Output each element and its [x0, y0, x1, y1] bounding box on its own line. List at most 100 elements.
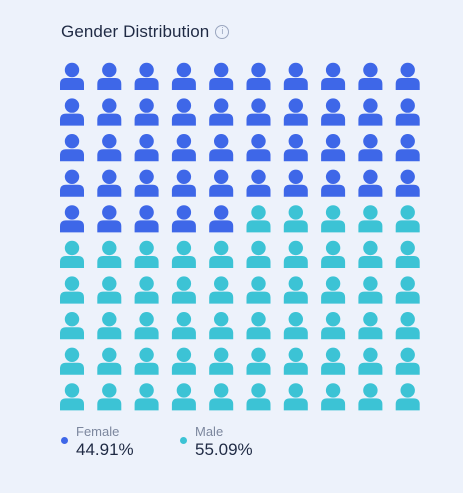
- person-icon-female: [134, 62, 159, 90]
- person-icon-male: [246, 276, 271, 304]
- person-icon-female: [358, 134, 383, 162]
- person-icon-male: [283, 312, 308, 340]
- person-icon-male: [60, 240, 84, 268]
- person-icon-male: [60, 312, 84, 340]
- person-icon-female: [395, 169, 420, 197]
- person-icon-male: [246, 383, 271, 411]
- person-icon-female: [209, 62, 234, 90]
- person-icon-female: [134, 169, 159, 197]
- person-icon-male: [171, 240, 196, 268]
- person-icon-male: [97, 240, 122, 268]
- person-icon-female: [395, 98, 420, 126]
- person-icon-male: [209, 312, 234, 340]
- person-icon-male: [358, 383, 383, 411]
- male-dot: [180, 437, 187, 444]
- person-icon-male: [209, 276, 234, 304]
- person-icon-male: [395, 240, 420, 268]
- person-icon-male: [358, 240, 383, 268]
- person-icon-female: [395, 62, 420, 90]
- person-icon-male: [134, 312, 159, 340]
- person-icon-female: [171, 169, 196, 197]
- person-icon-male: [171, 347, 196, 375]
- person-icon-female: [209, 205, 234, 233]
- person-icon-female: [246, 98, 271, 126]
- person-icon-male: [171, 383, 196, 411]
- person-icon-female: [209, 98, 234, 126]
- person-icon-female: [97, 205, 122, 233]
- person-icon-female: [246, 169, 271, 197]
- person-icon-male: [134, 347, 159, 375]
- title-row: Gender Distribution i: [61, 22, 230, 42]
- person-icon-female: [358, 62, 383, 90]
- person-icon-female: [246, 62, 271, 90]
- person-icon-male: [358, 347, 383, 375]
- person-icon-male: [134, 383, 159, 411]
- person-icon-male: [358, 276, 383, 304]
- person-icon-male: [395, 347, 420, 375]
- person-icon-male: [321, 312, 346, 340]
- person-icon-male: [321, 347, 346, 375]
- person-icon-female: [321, 98, 346, 126]
- person-icon-female: [60, 98, 84, 126]
- person-icon-male: [395, 276, 420, 304]
- person-icon-female: [321, 169, 346, 197]
- info-icon[interactable]: i: [215, 25, 230, 39]
- person-icon-male: [97, 312, 122, 340]
- person-icon-male: [246, 347, 271, 375]
- person-icon-female: [358, 169, 383, 197]
- person-icon-female: [171, 205, 196, 233]
- person-icon-male: [60, 347, 84, 375]
- person-icon-male: [283, 383, 308, 411]
- person-icon-male: [60, 383, 84, 411]
- person-icon-female: [97, 98, 122, 126]
- person-icon-female: [134, 205, 159, 233]
- chart-title: Gender Distribution: [61, 22, 210, 41]
- person-icon-female: [283, 134, 308, 162]
- person-icon-male: [246, 312, 271, 340]
- person-icon-male: [97, 276, 122, 304]
- person-icon-male: [283, 276, 308, 304]
- person-icon-male: [321, 205, 346, 233]
- person-icon-female: [134, 98, 159, 126]
- person-icon-male: [134, 276, 159, 304]
- person-icon-female: [321, 62, 346, 90]
- person-icon-female: [209, 134, 234, 162]
- person-icon-female: [283, 169, 308, 197]
- person-icon-male: [358, 312, 383, 340]
- legend-label-male: Male: [195, 424, 224, 439]
- waffle-grid: [60, 62, 420, 411]
- person-icon-male: [171, 312, 196, 340]
- person-icon-female: [97, 62, 122, 90]
- person-icon-male: [97, 347, 122, 375]
- person-icon-female: [60, 62, 84, 90]
- person-icon-female: [209, 169, 234, 197]
- legend-item-male: Male 55.09%: [180, 424, 253, 461]
- person-icon-male: [60, 276, 84, 304]
- person-icon-female: [60, 169, 84, 197]
- person-icon-female: [171, 134, 196, 162]
- person-icon-male: [358, 205, 383, 233]
- person-icon-female: [358, 98, 383, 126]
- female-dot: [61, 437, 68, 444]
- person-icon-male: [209, 240, 234, 268]
- person-icon-male: [209, 347, 234, 375]
- person-icon-male: [321, 276, 346, 304]
- person-icon-female: [321, 134, 346, 162]
- person-icon-female: [283, 62, 308, 90]
- person-icon-male: [283, 347, 308, 375]
- legend-item-female: Female 44.91%: [61, 424, 134, 461]
- person-icon-female: [97, 134, 122, 162]
- legend-value-female: 44.91%: [76, 440, 134, 459]
- legend-value-male: 55.09%: [195, 440, 253, 459]
- person-icon-female: [171, 98, 196, 126]
- person-icon-female: [60, 205, 84, 233]
- person-icon-male: [246, 240, 271, 268]
- person-icon-male: [97, 383, 122, 411]
- person-icon-male: [395, 312, 420, 340]
- person-icon-female: [171, 62, 196, 90]
- person-icon-male: [171, 276, 196, 304]
- person-icon-male: [134, 240, 159, 268]
- person-icon-male: [321, 383, 346, 411]
- person-icon-male: [246, 205, 271, 233]
